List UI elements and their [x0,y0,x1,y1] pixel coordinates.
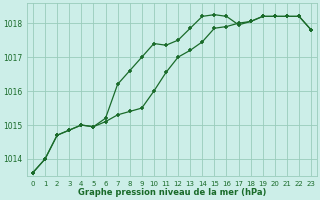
X-axis label: Graphe pression niveau de la mer (hPa): Graphe pression niveau de la mer (hPa) [78,188,266,197]
